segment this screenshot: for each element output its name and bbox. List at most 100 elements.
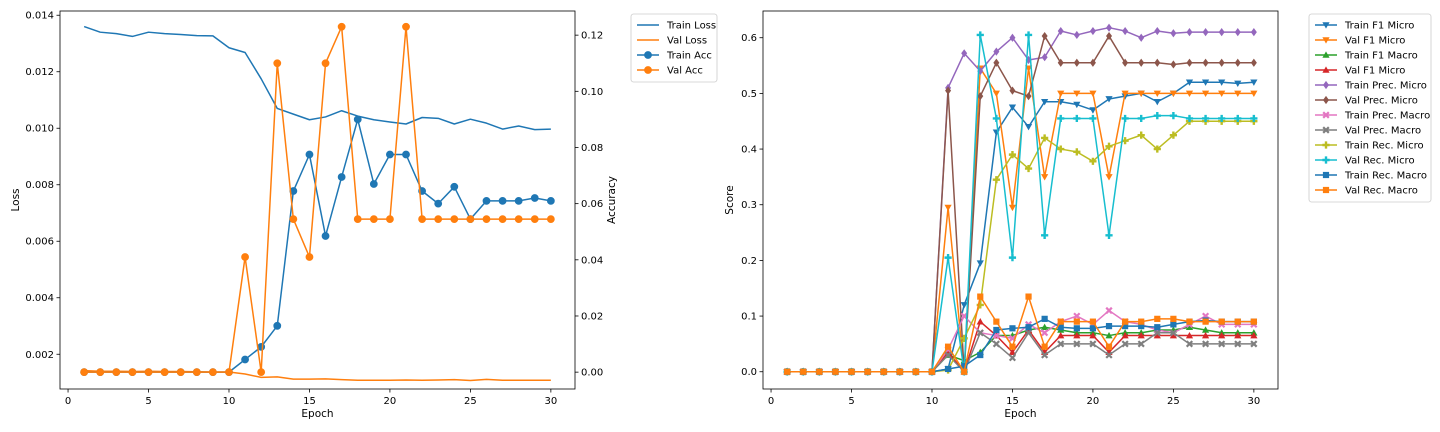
data-point: [1025, 324, 1032, 331]
data-point: [1169, 131, 1177, 139]
y-axis-label: Score: [724, 185, 736, 214]
legend-marker: [1322, 141, 1330, 149]
y-tick-label: 0.012: [25, 67, 54, 78]
x-tick-label: 0: [65, 396, 71, 407]
data-point: [1057, 58, 1064, 67]
data-point: [337, 22, 346, 31]
data-point: [1009, 325, 1016, 332]
data-point: [1186, 58, 1193, 67]
data-point: [1089, 331, 1097, 339]
data-point: [1234, 331, 1242, 339]
data-point: [1057, 26, 1064, 36]
y-tick-label: 0.3: [741, 200, 757, 211]
data-point: [1218, 318, 1225, 325]
data-point: [832, 368, 839, 375]
data-point: [1170, 29, 1177, 38]
series-line: [787, 320, 1254, 373]
data-point: [1138, 33, 1145, 42]
series-0-3: [80, 22, 555, 377]
data-point: [1138, 318, 1145, 325]
data-point: [1202, 318, 1209, 325]
data-point: [1073, 101, 1081, 109]
data-point: [1105, 231, 1113, 239]
x-tick-label: 30: [1247, 396, 1260, 407]
series-1-5: [784, 31, 1257, 376]
data-point: [1153, 145, 1161, 153]
y-tick-label: 0.014: [25, 11, 54, 22]
legend-entry: Val F1 Micro: [1315, 66, 1405, 77]
data-point: [514, 196, 523, 205]
data-point: [1153, 329, 1161, 337]
data-point: [1089, 26, 1096, 36]
data-point: [112, 368, 121, 377]
series-line: [787, 120, 1254, 373]
y2-tick-label: 0.04: [581, 255, 603, 266]
data-point: [1154, 324, 1161, 331]
y-tick-label: 0.008: [25, 180, 54, 191]
data-point: [1185, 323, 1194, 331]
data-point: [945, 86, 952, 95]
data-point: [482, 196, 491, 205]
data-point: [1154, 315, 1161, 322]
data-point: [1121, 90, 1129, 97]
x-tick-label: 10: [926, 396, 939, 407]
data-point: [1041, 53, 1048, 62]
data-point: [289, 215, 298, 223]
data-point: [1122, 322, 1129, 330]
legend-label: Train Prec. Micro: [1344, 81, 1427, 92]
legend-entry: Val Rec. Macro: [1315, 186, 1418, 197]
data-point: [1089, 340, 1097, 348]
data-point: [1186, 318, 1193, 325]
data-point: [1169, 112, 1177, 120]
y-tick-label: 0.0: [741, 367, 757, 378]
x-axis-label: Epoch: [301, 408, 333, 420]
y-axis-label: Loss: [10, 188, 22, 211]
data-point: [784, 368, 791, 375]
data-point: [977, 293, 984, 300]
legend-entry: Val Acc: [637, 66, 703, 77]
data-point: [1137, 340, 1145, 348]
data-point: [1250, 331, 1258, 339]
data-point: [1008, 151, 1017, 159]
data-point: [1089, 107, 1097, 114]
legend-entry: Train F1 Micro: [1315, 21, 1414, 32]
legend-entry: Val Rec. Micro: [1315, 156, 1415, 167]
data-point: [305, 253, 314, 261]
legend-label: Train F1 Macro: [1344, 51, 1418, 62]
legend: Train F1 Micro Val F1 Micro Train F1 Macro…: [1308, 13, 1432, 203]
data-point: [1185, 340, 1194, 348]
legend-marker: [1322, 22, 1330, 29]
data-point: [1105, 322, 1113, 330]
data-point: [1105, 174, 1113, 181]
legend-label: Val Acc: [667, 66, 703, 77]
data-point: [1089, 58, 1096, 67]
legend: Train Loss Val Loss Train Acc Val Acc: [630, 13, 718, 83]
data-point: [1169, 329, 1177, 337]
data-point: [977, 92, 984, 101]
data-point: [1201, 326, 1210, 333]
legend-entry: Val Prec. Micro: [1315, 96, 1418, 107]
legend-entry: Train Prec. Macro: [1315, 111, 1430, 122]
y2-tick-label: 0.06: [581, 199, 603, 210]
data-point: [530, 194, 539, 202]
data-point: [1106, 23, 1113, 32]
data-point: [1153, 98, 1161, 106]
data-point: [1057, 340, 1065, 348]
data-point: [1041, 329, 1049, 337]
legend-label: Train Rec. Macro: [1344, 171, 1427, 182]
data-point: [1105, 331, 1113, 339]
data-point: [944, 254, 952, 262]
legend-marker: [1322, 111, 1330, 119]
data-point: [1218, 79, 1226, 86]
data-point: [928, 368, 936, 375]
data-point: [1250, 79, 1258, 86]
data-point: [1185, 331, 1194, 339]
data-point: [1008, 254, 1017, 262]
data-point: [1025, 92, 1032, 101]
y2-tick-label: 0.00: [581, 368, 603, 379]
data-point: [402, 150, 410, 159]
data-point: [960, 334, 968, 342]
data-point: [944, 365, 952, 373]
data-point: [961, 368, 968, 375]
data-point: [1041, 98, 1049, 106]
